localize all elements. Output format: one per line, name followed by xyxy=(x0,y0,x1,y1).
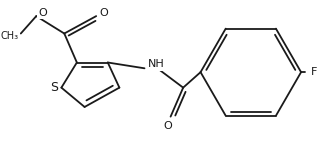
Text: O: O xyxy=(163,121,172,131)
Text: O: O xyxy=(38,8,47,18)
Text: NH: NH xyxy=(148,59,165,69)
Text: S: S xyxy=(50,81,58,94)
Text: O: O xyxy=(100,8,108,18)
Text: CH₃: CH₃ xyxy=(1,31,19,41)
Text: F: F xyxy=(311,67,317,77)
